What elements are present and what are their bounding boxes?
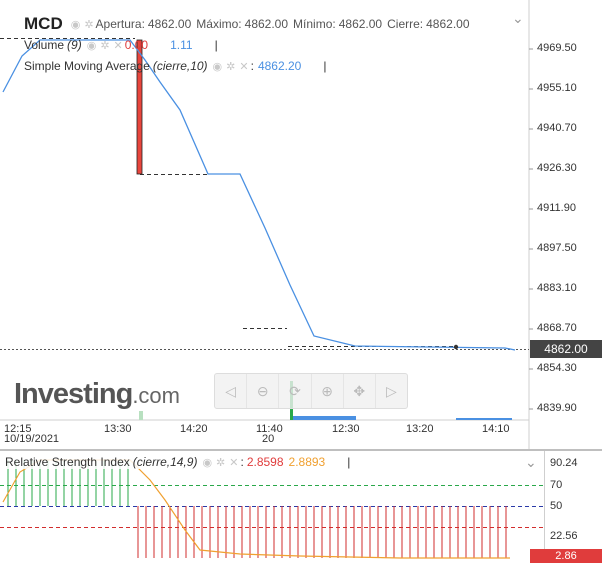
- symbol-label: MCD: [24, 14, 63, 33]
- logo-suffix: .com: [132, 383, 180, 408]
- eye-icon[interactable]: ◉: [202, 456, 213, 469]
- rsi-tick-label: 90.24: [550, 457, 578, 469]
- time-tick-label: 14:20: [180, 423, 208, 435]
- ohlc-legend: MCD ◉ ✲ Apertura: 4862.00 Máximo: 4862.0…: [24, 14, 475, 34]
- price-tick-label: 4940.70: [537, 122, 577, 134]
- current-price-badge: 4862.00: [530, 340, 602, 358]
- reset-zoom-icon[interactable]: ⟳: [279, 374, 312, 408]
- gear-icon[interactable]: ✲: [216, 456, 226, 469]
- time-tick-label: 12:30: [332, 423, 360, 435]
- time-tick-label: 11:40: [256, 423, 283, 435]
- legend-separator: :: [250, 59, 254, 73]
- open-label: Apertura:: [95, 17, 145, 31]
- sma-param: (cierre,10): [152, 59, 208, 73]
- volume-value-up: 1.11: [170, 38, 193, 52]
- legend-separator: |: [323, 59, 327, 73]
- gear-icon[interactable]: ✲: [100, 39, 110, 52]
- time-tick-sublabel: 20: [262, 433, 275, 445]
- time-tick-label: 12:15: [4, 423, 32, 435]
- time-tick-label: 13:20: [406, 423, 434, 435]
- sma-label: Simple Moving Average: [24, 59, 150, 73]
- gear-icon[interactable]: ✲: [226, 60, 236, 73]
- close-value: 4862.00: [426, 17, 470, 31]
- rsi-label: Relative Strength Index: [5, 455, 130, 469]
- zoom-in-icon[interactable]: ⊕: [312, 374, 344, 408]
- legend-separator: :: [240, 455, 244, 469]
- rsi-value: 2.8598: [246, 455, 284, 469]
- rsi-signal-value: 2.8893: [288, 455, 326, 469]
- price-tick-label: 4868.70: [537, 322, 577, 334]
- low-label: Mínimo:: [293, 17, 336, 31]
- time-tick-label: 13:30: [104, 423, 132, 435]
- arrow-right-icon[interactable]: ▷: [386, 382, 397, 399]
- price-tick-label: 4911.90: [537, 202, 576, 214]
- rsi-legend: Relative Strength Index (cierre,14,9) ◉ …: [5, 455, 351, 469]
- price-tick-label: 4839.90: [537, 402, 577, 414]
- price-tick-label: 4897.50: [537, 242, 577, 254]
- collapse-chevron-icon[interactable]: ⌄: [525, 454, 537, 470]
- close-icon[interactable]: ✕: [113, 39, 123, 52]
- low-value: 4862.00: [338, 17, 383, 31]
- rsi-tick-label: 70: [550, 479, 563, 491]
- rsi-tick-label: 22.56: [550, 530, 578, 542]
- volume-param: (9): [67, 38, 82, 52]
- volume-bar: [293, 416, 356, 420]
- time-tick-sublabel: 10/19/2021: [4, 433, 60, 445]
- sma-legend: Simple Moving Average (cierre,10) ◉ ✲ ✕ …: [24, 59, 326, 73]
- collapse-chevron-icon[interactable]: ⌄: [512, 10, 524, 26]
- close-icon[interactable]: ✕: [239, 60, 249, 73]
- close-icon[interactable]: ✕: [229, 456, 239, 469]
- sma-value: 4862.20: [257, 59, 302, 73]
- price-tick-label: 4854.30: [537, 362, 577, 374]
- high-label: Máximo:: [196, 17, 242, 31]
- eye-icon[interactable]: ◉: [70, 18, 81, 31]
- close-label: Cierre:: [387, 17, 424, 31]
- logo-brand: Investing: [14, 378, 133, 410]
- pan-icon[interactable]: ✥: [344, 374, 376, 408]
- volume-legend: Volume (9) ◉ ✲ ✕ 0.00 1.11 |: [24, 38, 218, 52]
- high-value: 4862.00: [244, 17, 289, 31]
- investing-logo: Investing.com: [14, 378, 180, 411]
- arrow-left-icon[interactable]: ◁: [215, 374, 248, 408]
- legend-separator: |: [214, 38, 218, 52]
- zoom-out-icon[interactable]: ⊖: [247, 374, 280, 408]
- time-tick-label: 14:10: [482, 423, 510, 435]
- open-value: 4862.00: [147, 17, 192, 31]
- eye-icon[interactable]: ◉: [86, 39, 97, 52]
- eye-icon[interactable]: ◉: [212, 60, 223, 73]
- rsi-param: (cierre,14,9): [132, 455, 198, 469]
- volume-bar: [456, 418, 512, 420]
- chart-nav-toolbar: ◁ ⊖ ⟳ ⊕ ✥ ▷: [214, 373, 408, 409]
- volume-label: Volume: [24, 38, 65, 52]
- gear-icon[interactable]: ✲: [84, 18, 94, 31]
- price-tick-label: 4955.10: [537, 82, 577, 94]
- candle-bar: [136, 39, 143, 175]
- legend-separator: |: [347, 455, 351, 469]
- price-tick-label: 4969.50: [537, 42, 577, 54]
- last-price-marker: [453, 344, 459, 350]
- price-tick-label: 4883.10: [537, 282, 577, 294]
- rsi-tick-label: 50: [550, 500, 563, 512]
- volume-value-down: 0.00: [124, 38, 149, 52]
- sma-line: [2, 39, 516, 351]
- rsi-current-badge: 2.86: [530, 549, 602, 563]
- volume-bar: [139, 411, 143, 420]
- price-tick-label: 4926.30: [537, 162, 577, 174]
